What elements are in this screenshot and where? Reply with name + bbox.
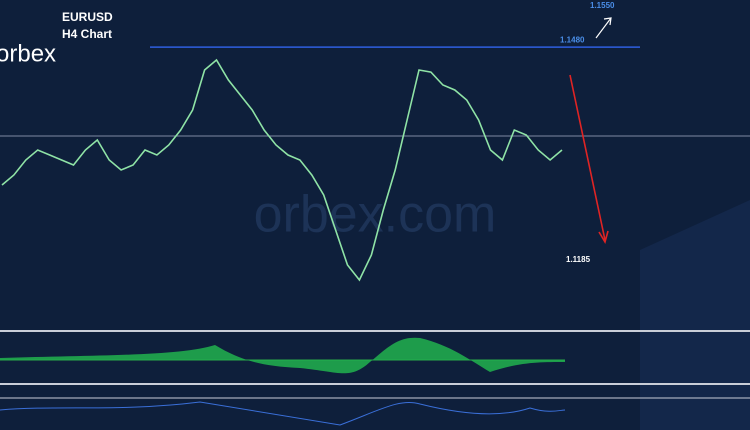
indicator-area xyxy=(0,337,565,374)
decor-shape xyxy=(640,200,750,430)
indicator-line xyxy=(0,401,566,426)
logo: orbex xyxy=(0,40,56,67)
arrow-down xyxy=(569,74,606,241)
chart-title: EURUSD xyxy=(62,10,113,24)
arrow-head xyxy=(598,230,609,245)
level-label: 1.1480 xyxy=(560,35,585,44)
arrow-head xyxy=(603,17,612,26)
arrow-up xyxy=(595,17,612,39)
chart-subtitle: H4 Chart xyxy=(62,27,112,41)
watermark: orbex.com xyxy=(254,186,497,244)
target-label: 1.1550 xyxy=(590,1,615,10)
target-label: 1.1185 xyxy=(566,255,591,264)
price-line xyxy=(1,58,563,282)
